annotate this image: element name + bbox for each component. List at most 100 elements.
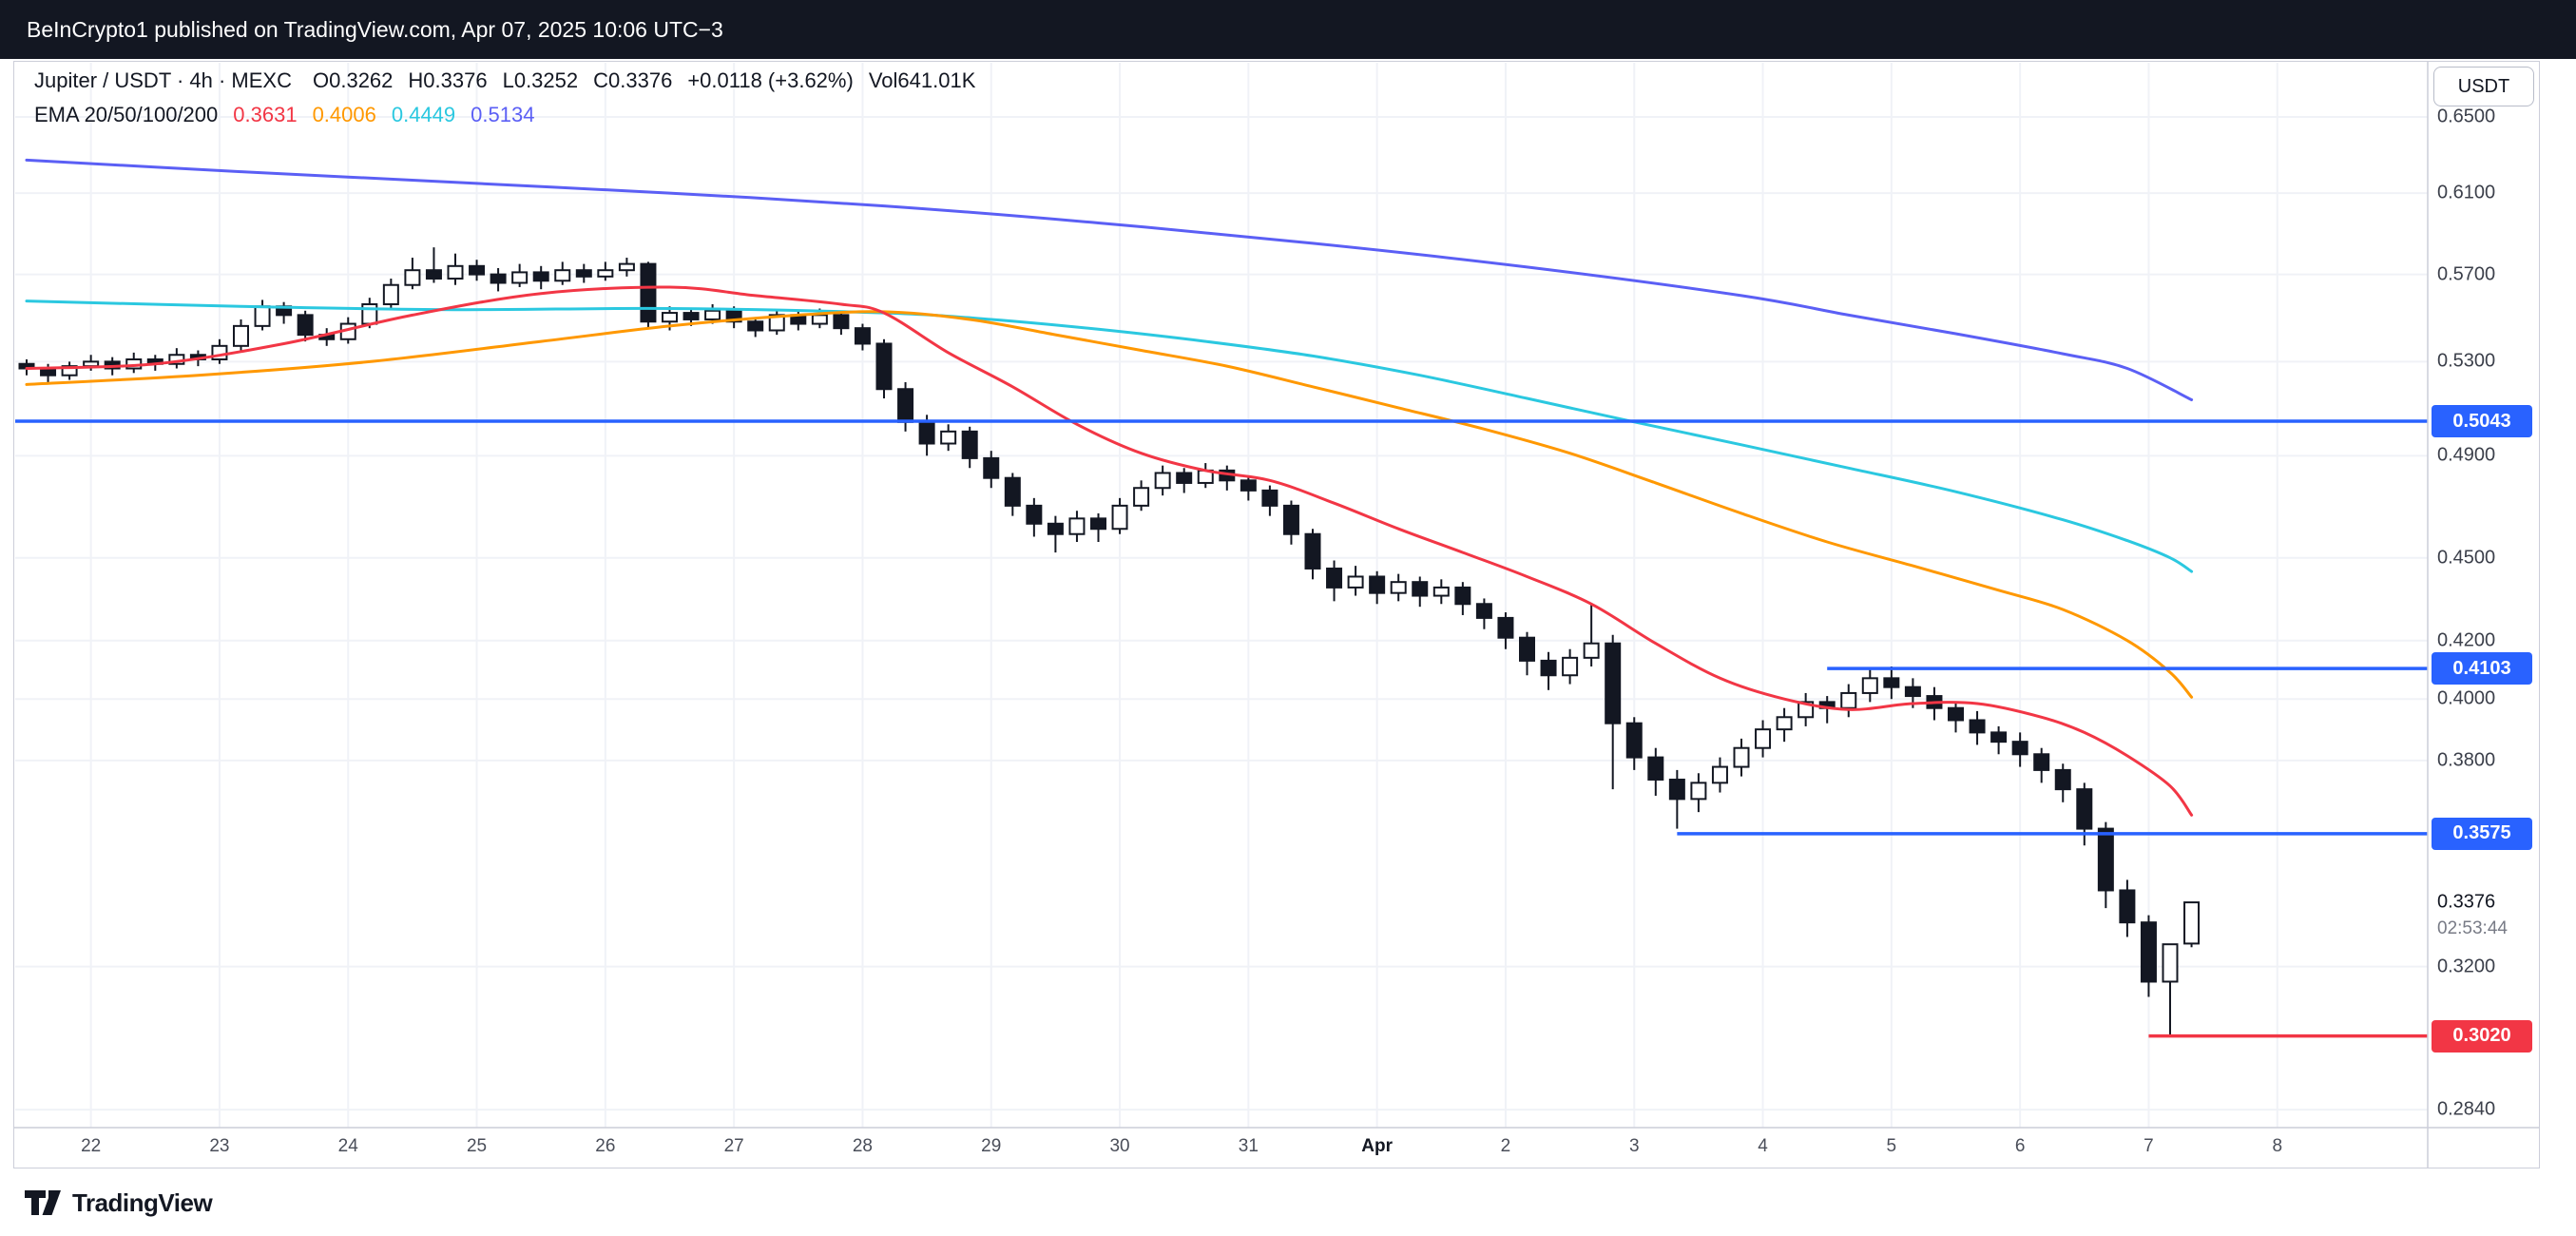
candle-body-up: [1733, 746, 1750, 768]
candle-body-down: [875, 342, 893, 391]
candle-body-up: [1133, 487, 1150, 507]
price-label-0.4000: 0.4000: [2437, 687, 2496, 709]
candle-body-down: [1605, 642, 1622, 724]
candle-body-down: [2076, 788, 2093, 830]
candle-body-down: [1282, 504, 1299, 535]
attribution-text: BeInCrypto1 published on TradingView.com…: [27, 16, 723, 42]
candle-body-down: [1475, 603, 1492, 619]
candle-body-down: [747, 320, 764, 332]
candle-body-down: [297, 314, 314, 337]
candle-body-up: [211, 344, 228, 360]
candle-body-up: [618, 262, 635, 272]
candlestick-series: [18, 247, 2201, 1036]
candle-body-down: [1176, 472, 1193, 484]
time-label-22: 22: [81, 1136, 102, 1156]
time-label-5: 5: [1886, 1136, 1897, 1156]
currency-toggle-button[interactable]: USDT: [2433, 67, 2534, 106]
candle-body-down: [1026, 504, 1043, 525]
ohlc-high: H0.3376: [408, 68, 488, 92]
candle-body-down: [575, 269, 592, 278]
ema50-value: 0.4006: [312, 103, 376, 126]
candle-body-up: [361, 302, 378, 325]
candle-body-down: [1369, 575, 1386, 594]
candle-body-up: [768, 314, 785, 332]
candle-body-down: [2033, 753, 2050, 771]
ema-indicator-title[interactable]: EMA 20/50/100/200: [34, 103, 219, 126]
ema200-value: 0.5134: [471, 103, 535, 126]
candle-body-down: [425, 269, 442, 280]
candle-body-down: [1326, 567, 1343, 589]
candle-body-down: [1668, 778, 1685, 801]
candle-body-up: [511, 271, 529, 284]
candle-body-down: [1497, 616, 1514, 639]
time-label-29: 29: [981, 1136, 1002, 1156]
time-label-28: 28: [852, 1136, 874, 1156]
price-label-0.2840: 0.2840: [2437, 1098, 2496, 1120]
candle-body-up: [940, 430, 957, 445]
candle-body-up: [1840, 691, 1857, 709]
candle-body-up: [662, 312, 678, 323]
time-label-4: 4: [1758, 1136, 1768, 1156]
symbol-title[interactable]: Jupiter / USDT · 4h · MEXC: [34, 68, 292, 92]
candle-body-up: [1111, 504, 1128, 531]
candle-body-down: [1090, 517, 1106, 531]
candle-body-down: [918, 420, 935, 445]
candle-body-up: [2183, 901, 2201, 945]
time-label-23: 23: [209, 1136, 230, 1156]
ema50-line[interactable]: [25, 310, 2194, 699]
candle-body-down: [1519, 636, 1535, 662]
candle-body-up: [1861, 677, 1878, 694]
candle-body-down: [640, 262, 657, 323]
time-label-Apr: Apr: [1361, 1136, 1394, 1156]
candle-body-down: [1004, 476, 1021, 507]
price-change: +0.0118 (+3.62%): [687, 68, 854, 92]
candle-body-up: [447, 264, 464, 280]
candle-body-down: [1904, 686, 1921, 698]
candle-body-down: [1969, 719, 1986, 734]
candle-body-down: [897, 388, 914, 423]
volume-label: Vol: [868, 68, 898, 92]
price-label-0.4200: 0.4200: [2437, 629, 2496, 651]
ema200-line[interactable]: [25, 158, 2194, 401]
candle-body-down: [1948, 706, 1964, 722]
price-label-0.3800: 0.3800: [2437, 749, 2496, 771]
candle-body-down: [961, 430, 978, 459]
candle-body-down: [833, 314, 850, 330]
time-label-7: 7: [2143, 1136, 2154, 1156]
candle-body-up: [1390, 581, 1407, 594]
price-label-0.4500: 0.4500: [2437, 547, 2496, 569]
candle-body-down: [854, 327, 871, 345]
candle-body-down: [532, 271, 549, 282]
price-badge-0.4103: 0.4103: [2432, 652, 2532, 686]
time-label-24: 24: [337, 1136, 358, 1156]
candle-body-down: [1647, 756, 1664, 781]
ema100-line[interactable]: [25, 299, 2194, 573]
candle-body-up: [1776, 716, 1793, 731]
price-axis[interactable]: 0.6500 0.6100 0.5700 0.5300 0.4900 0.4500 0.42…: [2428, 61, 2540, 1128]
candle-body-up: [83, 360, 100, 368]
ohlc-close: C0.3376: [593, 68, 673, 92]
candle-body-up: [404, 269, 421, 286]
candle-body-up: [1690, 782, 1707, 801]
candle-body-up: [1583, 642, 1600, 659]
price-badge-0.3020: 0.3020: [2432, 1019, 2532, 1053]
candle-body-down: [1883, 677, 1900, 688]
tradingview-attribution[interactable]: TradingView: [25, 1177, 213, 1228]
current-price-label: 0.3376: [2437, 891, 2496, 913]
bar-close-countdown: 02:53:44: [2437, 918, 2508, 939]
candle-body-down: [2011, 741, 2028, 756]
ohlc-low: L0.3252: [502, 68, 579, 92]
ema20-line[interactable]: [25, 285, 2194, 817]
time-label-25: 25: [466, 1136, 488, 1156]
time-axis[interactable]: 22 23 24 25 26 27 28 29 30 31 Apr 2 3 4 5 6 7 8: [13, 1128, 2428, 1168]
volume-value: 641.01K: [897, 68, 976, 92]
candle-body-down: [2097, 827, 2114, 892]
candle-body-up: [1068, 517, 1086, 535]
ema-legend-row: EMA 20/50/100/200 0.3631 0.4006 0.4449 0…: [34, 103, 534, 127]
price-label-0.5300: 0.5300: [2437, 350, 2496, 372]
time-label-30: 30: [1109, 1136, 1130, 1156]
candle-body-down: [1240, 479, 1257, 492]
candle-body-down: [490, 273, 507, 284]
candle-body-down: [1304, 532, 1321, 570]
